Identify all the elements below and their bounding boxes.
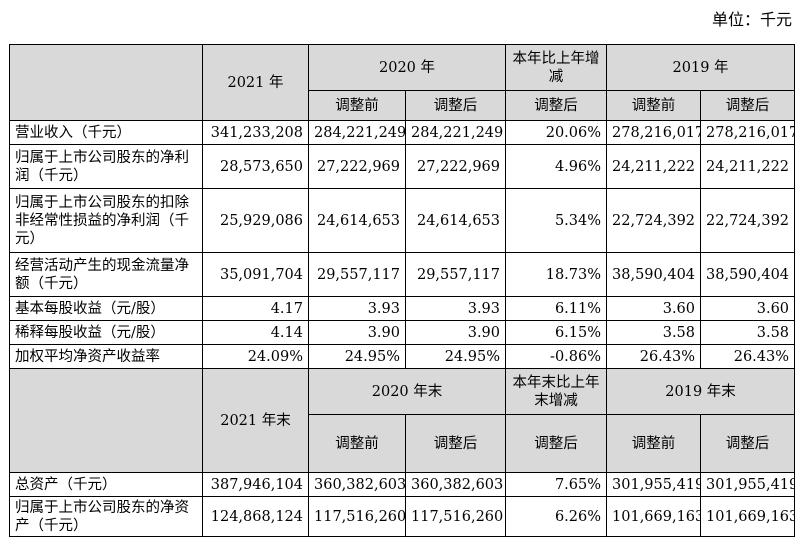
value-2021: 4.17 — [202, 296, 309, 321]
value-2019-before: 3.60 — [606, 296, 702, 321]
value-2020-after: 29,557,117 — [404, 252, 507, 297]
value-2020-after: 360,382,603 — [404, 472, 507, 497]
value-2020-before: 117,516,260 — [308, 496, 406, 537]
header-2020: 2020 年 — [307, 44, 507, 91]
value-2019-before: 22,724,392 — [606, 188, 702, 253]
header-2019-before: 调整前 — [606, 414, 702, 473]
table-row: 基本每股收益（元/股） 4.17 3.93 3.93 6.11% 3.60 3.… — [9, 296, 796, 321]
value-2020-after: 3.93 — [404, 296, 507, 321]
table-row: 归属于上市公司股东的净利润（千元） 28,573,650 27,222,969 … — [9, 144, 796, 189]
row-label: 稀释每股收益（元/股） — [9, 320, 203, 345]
value-2021: 35,091,704 — [202, 252, 309, 297]
header-row-1-sub: 调整前 调整后 调整后 调整前 调整后 — [10, 90, 796, 121]
value-2020-before: 29,557,117 — [308, 252, 406, 297]
value-2019-after: 101,669,163 — [700, 496, 796, 537]
value-2021: 25,929,086 — [202, 188, 309, 253]
value-2020-after: 3.90 — [404, 320, 507, 345]
value-2021: 4.14 — [202, 320, 309, 345]
value-2020-before: 360,382,603 — [308, 472, 406, 497]
value-change: 6.15% — [505, 320, 608, 345]
value-2019-after: 278,216,017 — [700, 120, 796, 145]
header-2019-end: 2019 年末 — [606, 368, 796, 415]
value-2019-after: 301,955,419 — [700, 472, 796, 497]
value-change: 4.96% — [505, 144, 608, 189]
header-change-after: 调整后 — [505, 414, 608, 473]
value-2019-before: 278,216,017 — [606, 120, 702, 145]
row-label: 归属于上市公司股东的净资产（千元） — [9, 496, 203, 537]
value-2019-before: 24,211,222 — [606, 144, 702, 189]
header-row-2: 2021 年末 2020 年末 本年末比上年末增减 2019 年末 — [9, 368, 796, 473]
value-2019-after: 38,590,404 — [700, 252, 796, 297]
table-row: 营业收入（千元） 341,233,208 284,221,249 284,221… — [9, 120, 796, 145]
header-row-1: 2021 年 2020 年 本年比上年增减 2019 年 — [9, 44, 796, 121]
value-2019-after: 3.58 — [700, 320, 796, 345]
value-2019-after: 26.43% — [700, 344, 796, 369]
value-change: 7.65% — [505, 472, 608, 497]
value-2019-after: 3.60 — [700, 296, 796, 321]
value-2021: 24.09% — [202, 344, 309, 369]
value-change: -0.86% — [505, 344, 608, 369]
header-2021: 2021 年 — [202, 44, 309, 121]
header-2020-before: 调整前 — [308, 414, 406, 473]
unit-note: 单位：千元 — [711, 10, 792, 29]
value-2020-after: 284,221,249 — [404, 120, 507, 145]
value-2020-after: 117,516,260 — [404, 496, 507, 537]
header-2020-before: 调整前 — [308, 90, 406, 121]
value-2020-before: 284,221,249 — [308, 120, 406, 145]
table-row: 归属于上市公司股东的净资产（千元） 124,868,124 117,516,26… — [9, 496, 796, 537]
value-2020-before: 24.95% — [308, 344, 406, 369]
value-change: 6.26% — [505, 496, 608, 537]
value-2020-before: 24,614,653 — [308, 188, 406, 253]
row-label: 经营活动产生的现金流量净额（千元） — [9, 252, 203, 297]
value-2020-after: 27,222,969 — [404, 144, 507, 189]
header-2019-after: 调整后 — [700, 414, 796, 473]
value-2020-after: 24.95% — [404, 344, 507, 369]
table-row: 加权平均净资产收益率 24.09% 24.95% 24.95% -0.86% 2… — [9, 344, 796, 369]
table-row: 归属于上市公司股东的扣除非经常性损益的净利润（千元） 25,929,086 24… — [9, 188, 796, 253]
value-2021: 124,868,124 — [202, 496, 309, 537]
header-change-end: 本年末比上年末增减 — [505, 368, 608, 415]
value-change: 5.34% — [505, 188, 608, 253]
table-row: 总资产（千元） 387,946,104 360,382,603 360,382,… — [9, 472, 796, 497]
value-2019-before: 101,669,163 — [606, 496, 702, 537]
row-label: 归属于上市公司股东的净利润（千元） — [9, 144, 203, 189]
value-2019-before: 3.58 — [606, 320, 702, 345]
value-change: 18.73% — [505, 252, 608, 297]
value-2020-after: 24,614,653 — [404, 188, 507, 253]
value-2019-before: 26.43% — [606, 344, 702, 369]
header-2019-after: 调整后 — [700, 90, 796, 121]
header-2020-after: 调整后 — [404, 90, 507, 121]
row-label: 营业收入（千元） — [9, 120, 203, 145]
table-row: 稀释每股收益（元/股） 4.14 3.90 3.90 6.15% 3.58 3.… — [9, 320, 796, 345]
financial-data-table: 2021 年 2020 年 本年比上年增减 2019 年 调整前 调整后 调整后… — [9, 44, 796, 537]
value-2020-before: 3.90 — [308, 320, 406, 345]
value-change: 20.06% — [505, 120, 608, 145]
header-change-after: 调整后 — [505, 90, 608, 121]
header-2020-end: 2020 年末 — [307, 368, 507, 415]
header-blank-cell — [9, 44, 203, 121]
header-change: 本年比上年增减 — [505, 44, 608, 91]
value-2019-after: 22,724,392 — [700, 188, 796, 253]
value-2021: 28,573,650 — [202, 144, 309, 189]
header-2021-end: 2021 年末 — [202, 368, 309, 473]
value-change: 6.11% — [505, 296, 608, 321]
row-label: 加权平均净资产收益率 — [9, 344, 203, 369]
header-2020-after: 调整后 — [404, 414, 507, 473]
value-2020-before: 3.93 — [308, 296, 406, 321]
value-2020-before: 27,222,969 — [308, 144, 406, 189]
row-label: 归属于上市公司股东的扣除非经常性损益的净利润（千元） — [9, 188, 203, 253]
value-2021: 387,946,104 — [202, 472, 309, 497]
header-blank-cell — [9, 368, 203, 473]
row-label: 基本每股收益（元/股） — [9, 296, 203, 321]
row-label: 总资产（千元） — [9, 472, 203, 497]
value-2021: 341,233,208 — [202, 120, 309, 145]
table-row: 经营活动产生的现金流量净额（千元） 35,091,704 29,557,117 … — [9, 252, 796, 297]
header-2019-before: 调整前 — [606, 90, 702, 121]
value-2019-before: 301,955,419 — [606, 472, 702, 497]
value-2019-before: 38,590,404 — [606, 252, 702, 297]
header-2019: 2019 年 — [606, 44, 796, 91]
header-row-2-sub: 调整前 调整后 调整后 调整前 调整后 — [10, 414, 796, 473]
value-2019-after: 24,211,222 — [700, 144, 796, 189]
